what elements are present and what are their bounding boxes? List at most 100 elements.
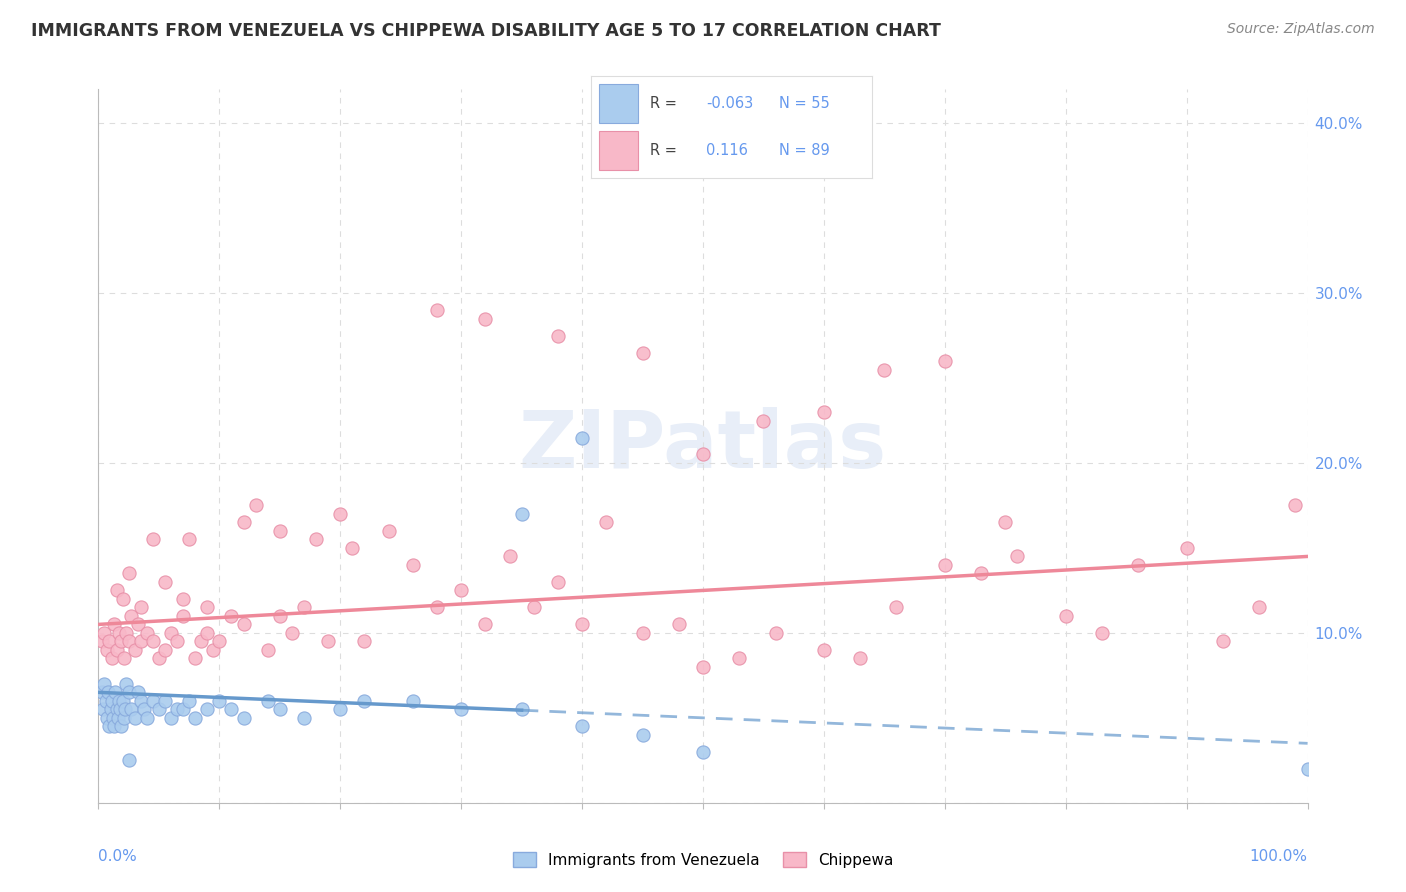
Bar bbox=[599, 131, 638, 170]
Point bbox=[595, 516, 617, 530]
Point bbox=[752, 413, 775, 427]
Point bbox=[510, 507, 533, 521]
Point bbox=[129, 694, 152, 708]
Point bbox=[402, 694, 425, 708]
Point bbox=[269, 702, 291, 716]
Point bbox=[172, 608, 194, 623]
Point bbox=[631, 626, 654, 640]
Point bbox=[765, 626, 787, 640]
Point bbox=[316, 634, 339, 648]
Point bbox=[112, 711, 135, 725]
Point bbox=[108, 694, 131, 708]
Point bbox=[1007, 549, 1029, 564]
Point bbox=[135, 711, 157, 725]
Point bbox=[208, 694, 231, 708]
Point bbox=[93, 626, 115, 640]
Point bbox=[96, 711, 118, 725]
Point bbox=[97, 685, 120, 699]
Text: 0.0%: 0.0% bbox=[98, 849, 138, 864]
Point bbox=[100, 702, 122, 716]
Point bbox=[232, 711, 254, 725]
Point bbox=[377, 524, 399, 538]
Point bbox=[107, 711, 129, 725]
Point bbox=[342, 541, 364, 555]
Point bbox=[135, 626, 157, 640]
Point bbox=[100, 651, 122, 665]
Point bbox=[281, 626, 304, 640]
Point bbox=[108, 702, 131, 716]
Point bbox=[232, 516, 254, 530]
Point bbox=[93, 677, 115, 691]
Point bbox=[142, 533, 165, 547]
Point bbox=[103, 617, 125, 632]
Point bbox=[668, 617, 690, 632]
Point bbox=[329, 702, 352, 716]
Point bbox=[129, 600, 152, 615]
Point bbox=[98, 634, 121, 648]
Point bbox=[103, 719, 125, 733]
Point bbox=[631, 728, 654, 742]
Point bbox=[114, 702, 136, 716]
Point bbox=[195, 600, 218, 615]
Point bbox=[111, 694, 134, 708]
Legend: Immigrants from Venezuela, Chippewa: Immigrants from Venezuela, Chippewa bbox=[506, 846, 900, 873]
Point bbox=[1249, 600, 1271, 615]
Point bbox=[450, 702, 472, 716]
Point bbox=[91, 685, 114, 699]
Point bbox=[111, 591, 134, 606]
Text: 100.0%: 100.0% bbox=[1250, 849, 1308, 864]
Point bbox=[166, 634, 188, 648]
Point bbox=[110, 719, 132, 733]
Point bbox=[886, 600, 908, 615]
Point bbox=[124, 711, 146, 725]
Point bbox=[1091, 626, 1114, 640]
Point bbox=[934, 558, 956, 572]
Point bbox=[105, 643, 128, 657]
Point bbox=[450, 583, 472, 598]
Point bbox=[172, 702, 194, 716]
Point bbox=[510, 702, 533, 716]
Point bbox=[426, 303, 449, 318]
Point bbox=[153, 643, 176, 657]
Point bbox=[127, 617, 149, 632]
Point bbox=[849, 651, 872, 665]
Point bbox=[127, 685, 149, 699]
Point bbox=[498, 549, 520, 564]
Point bbox=[523, 600, 546, 615]
Point bbox=[692, 448, 714, 462]
Point bbox=[112, 651, 135, 665]
Point bbox=[110, 634, 132, 648]
Text: ZIPatlas: ZIPatlas bbox=[519, 407, 887, 485]
Point bbox=[728, 651, 751, 665]
Point bbox=[631, 345, 654, 359]
Point bbox=[96, 643, 118, 657]
Point bbox=[120, 702, 142, 716]
Point bbox=[160, 626, 183, 640]
Point bbox=[202, 643, 225, 657]
Point bbox=[142, 634, 165, 648]
Point bbox=[172, 591, 194, 606]
Point bbox=[100, 694, 122, 708]
Point bbox=[1175, 541, 1198, 555]
Point bbox=[547, 328, 569, 343]
Point bbox=[190, 634, 212, 648]
Point bbox=[115, 677, 138, 691]
Point bbox=[105, 583, 128, 598]
Point bbox=[256, 694, 278, 708]
Point bbox=[108, 626, 131, 640]
Point bbox=[292, 711, 315, 725]
Text: Source: ZipAtlas.com: Source: ZipAtlas.com bbox=[1227, 22, 1375, 37]
Point bbox=[232, 617, 254, 632]
Point bbox=[184, 711, 207, 725]
Point bbox=[101, 711, 124, 725]
Point bbox=[208, 634, 231, 648]
Point bbox=[305, 533, 328, 547]
Point bbox=[105, 702, 128, 716]
Point bbox=[292, 600, 315, 615]
Point bbox=[571, 430, 593, 444]
Point bbox=[91, 634, 114, 648]
Point bbox=[329, 507, 352, 521]
Point bbox=[813, 405, 835, 419]
Point bbox=[184, 651, 207, 665]
Text: N = 55: N = 55 bbox=[779, 96, 830, 111]
